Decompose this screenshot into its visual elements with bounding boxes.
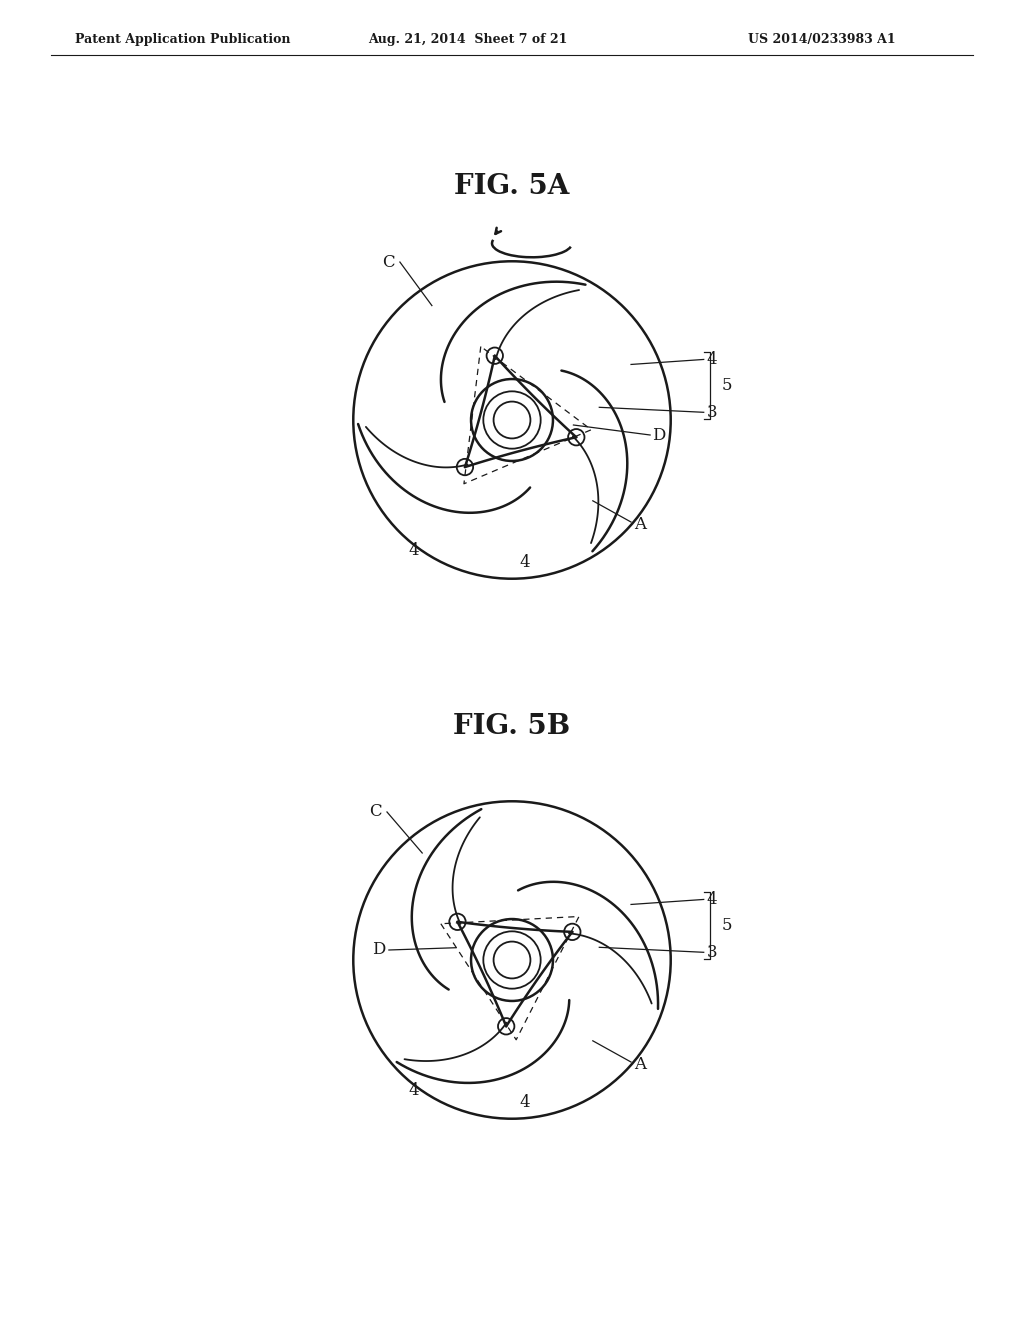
Text: D: D [373,941,386,958]
Text: FIG. 5A: FIG. 5A [455,173,569,199]
Text: A: A [634,1056,646,1073]
Text: 4: 4 [409,1081,419,1098]
Text: D: D [652,426,666,444]
Text: US 2014/0233983 A1: US 2014/0233983 A1 [748,33,896,46]
Text: C: C [382,253,395,271]
Text: 5: 5 [722,917,732,935]
Text: 3: 3 [707,944,718,961]
Text: 5: 5 [722,378,732,395]
Text: C: C [370,804,382,821]
Text: 4: 4 [519,1094,530,1111]
Text: FIG. 5B: FIG. 5B [454,713,570,739]
Text: 4: 4 [519,554,530,572]
Text: Aug. 21, 2014  Sheet 7 of 21: Aug. 21, 2014 Sheet 7 of 21 [368,33,567,46]
Text: 4: 4 [707,351,718,368]
Text: 4: 4 [409,541,419,558]
Text: 3: 3 [707,404,718,421]
Text: 4: 4 [707,891,718,908]
Text: A: A [634,516,646,532]
Text: Patent Application Publication: Patent Application Publication [75,33,291,46]
